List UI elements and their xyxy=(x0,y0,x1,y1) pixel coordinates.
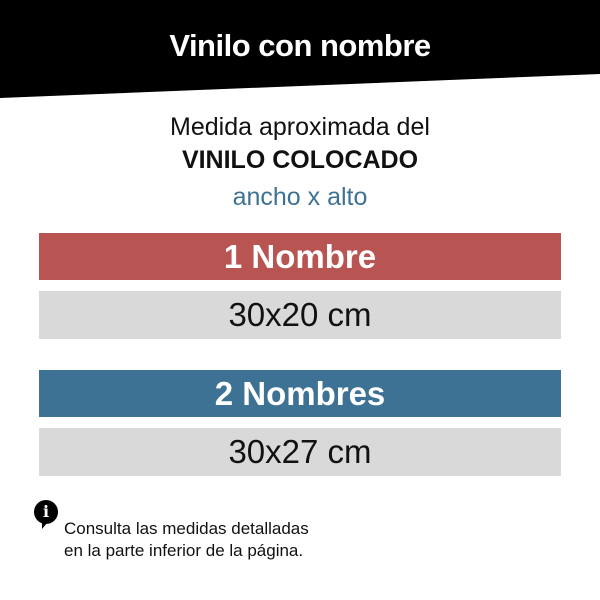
note-line2: en la parte inferior de la página. xyxy=(64,541,304,560)
option-1-label: 1 Nombre xyxy=(39,233,561,280)
option-2-size: 30x27 cm xyxy=(39,428,561,476)
note-line1: Consulta las medidas detalladas xyxy=(64,519,309,538)
info-icon: i xyxy=(34,500,58,529)
subtitle-line3: ancho x alto xyxy=(232,183,368,211)
subtitle-line1: Medida aproximada del xyxy=(170,113,430,141)
option-1-size: 30x20 cm xyxy=(39,291,561,339)
option-2-label: 2 Nombres xyxy=(39,370,561,417)
subtitle-line2: VINILO COLOCADO xyxy=(181,146,419,174)
page-title: Vinilo con nombre xyxy=(169,28,431,63)
note-text: Consulta las medidas detalladas en la pa… xyxy=(64,518,309,562)
